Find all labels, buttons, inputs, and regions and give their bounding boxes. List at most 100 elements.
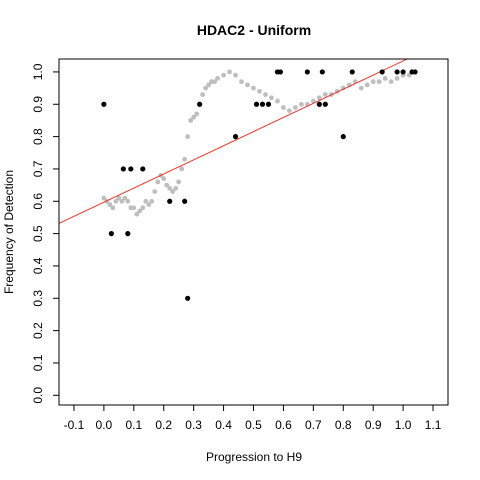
x-tick-label: 1.1 [425, 418, 442, 432]
smooth-point [185, 134, 191, 140]
x-tick-label: 0.0 [96, 418, 113, 432]
smooth-point [322, 92, 328, 97]
smooth-point [146, 202, 152, 207]
smooth-point [131, 205, 137, 211]
smooth-point [406, 72, 412, 78]
smooth-point [137, 208, 143, 214]
data-point [167, 198, 173, 204]
y-tick-label: 0.8 [31, 128, 45, 145]
smooth-point [316, 95, 322, 101]
x-axis-label: Progression to H9 [206, 450, 302, 464]
smooth-point [125, 198, 131, 204]
smooth-point [364, 82, 370, 88]
smooth-point [116, 195, 122, 201]
smooth-point [269, 95, 274, 101]
x-tick-label: 0.9 [365, 418, 382, 432]
smooth-point [257, 88, 262, 94]
smooth-point [358, 85, 364, 91]
y-tick-label: 0.6 [31, 193, 45, 210]
y-tick-label: 0.5 [31, 225, 45, 242]
smooth-point [188, 118, 194, 123]
smooth-point [167, 185, 173, 191]
data-point [259, 101, 266, 107]
x-tick-label: 0.1 [125, 418, 142, 432]
smooth-point [281, 105, 286, 110]
smooth-point [388, 79, 394, 85]
smooth-point [275, 98, 280, 104]
data-point [400, 69, 406, 75]
chart-title: HDAC2 - Uniform [197, 22, 311, 38]
smooth-point [170, 189, 176, 194]
smooth-point [134, 211, 140, 217]
data-point [197, 101, 203, 107]
smooth-point [179, 166, 185, 172]
smooth-point [122, 195, 128, 201]
smooth-point [221, 72, 226, 78]
y-tick-label: 0.7 [31, 160, 45, 177]
data-point [128, 166, 134, 172]
smooth-point [176, 179, 182, 185]
x-axis-ticks: -0.1 0.0 0.1 0.2 0.3 0.4 0.5 0.6 0.7 0.8 0.9 1.0 1.1 [64, 405, 442, 432]
smooth-point [382, 76, 388, 81]
smooth-point [292, 105, 298, 110]
smooth-point [203, 85, 209, 91]
smooth-point [376, 79, 382, 85]
y-tick-label: 0.1 [31, 354, 45, 371]
smooth-point [101, 195, 107, 201]
smooth-point [149, 198, 155, 204]
smooth-point [394, 76, 400, 81]
smooth-point [245, 82, 250, 88]
data-point [394, 69, 400, 75]
y-tick-label: 0.0 [31, 387, 45, 404]
data-point [232, 134, 239, 140]
data-point [182, 198, 188, 204]
smooth-point [227, 69, 232, 75]
smooth-point [212, 79, 218, 85]
x-tick-label: 0.3 [185, 418, 202, 432]
x-tick-label: 0.6 [275, 418, 292, 432]
y-axis-label: Frequency of Detection [2, 170, 16, 294]
smooth-point [152, 189, 158, 194]
data-point [340, 134, 346, 140]
data-point [349, 69, 355, 75]
data-point [319, 69, 325, 75]
data-point [304, 69, 310, 75]
data-point [265, 101, 272, 107]
smooth-point [200, 92, 206, 97]
smooth-point [161, 176, 167, 182]
y-axis-ticks: 0.0 0.1 0.2 0.3 0.4 0.5 0.6 0.7 0.8 0.9 1.0 [31, 63, 59, 404]
y-tick-label: 0.2 [31, 322, 45, 339]
smooth-point [182, 156, 188, 162]
smooth-point [215, 76, 220, 81]
data-point [316, 101, 322, 107]
x-tick-label: 0.7 [305, 418, 322, 432]
y-tick-label: 0.3 [31, 290, 45, 307]
data-point [108, 231, 114, 237]
smooth-point [110, 205, 116, 211]
y-tick-label: 0.4 [31, 257, 45, 274]
data-point [412, 69, 418, 75]
smooth-point [194, 111, 200, 117]
data-point [379, 69, 385, 75]
smooth-point [251, 85, 256, 91]
smooth-point [206, 82, 212, 88]
x-tick-label: 1.0 [395, 418, 412, 432]
smooth-point [173, 185, 179, 191]
smooth-point [191, 114, 197, 120]
data-point [322, 101, 328, 107]
y-tick-label: 0.9 [31, 96, 45, 113]
data-point [140, 166, 146, 172]
smooth-point [140, 205, 146, 211]
data-point [185, 295, 191, 301]
x-tick-label: 0.2 [155, 418, 172, 432]
smooth-point [287, 108, 292, 114]
y-tick-label: 1.0 [31, 63, 45, 80]
data-point [277, 69, 284, 75]
x-tick-label: -0.1 [64, 418, 85, 432]
data-point [125, 231, 131, 237]
smooth-point [113, 198, 119, 204]
smooth-point [107, 202, 113, 207]
data-point [120, 166, 126, 172]
